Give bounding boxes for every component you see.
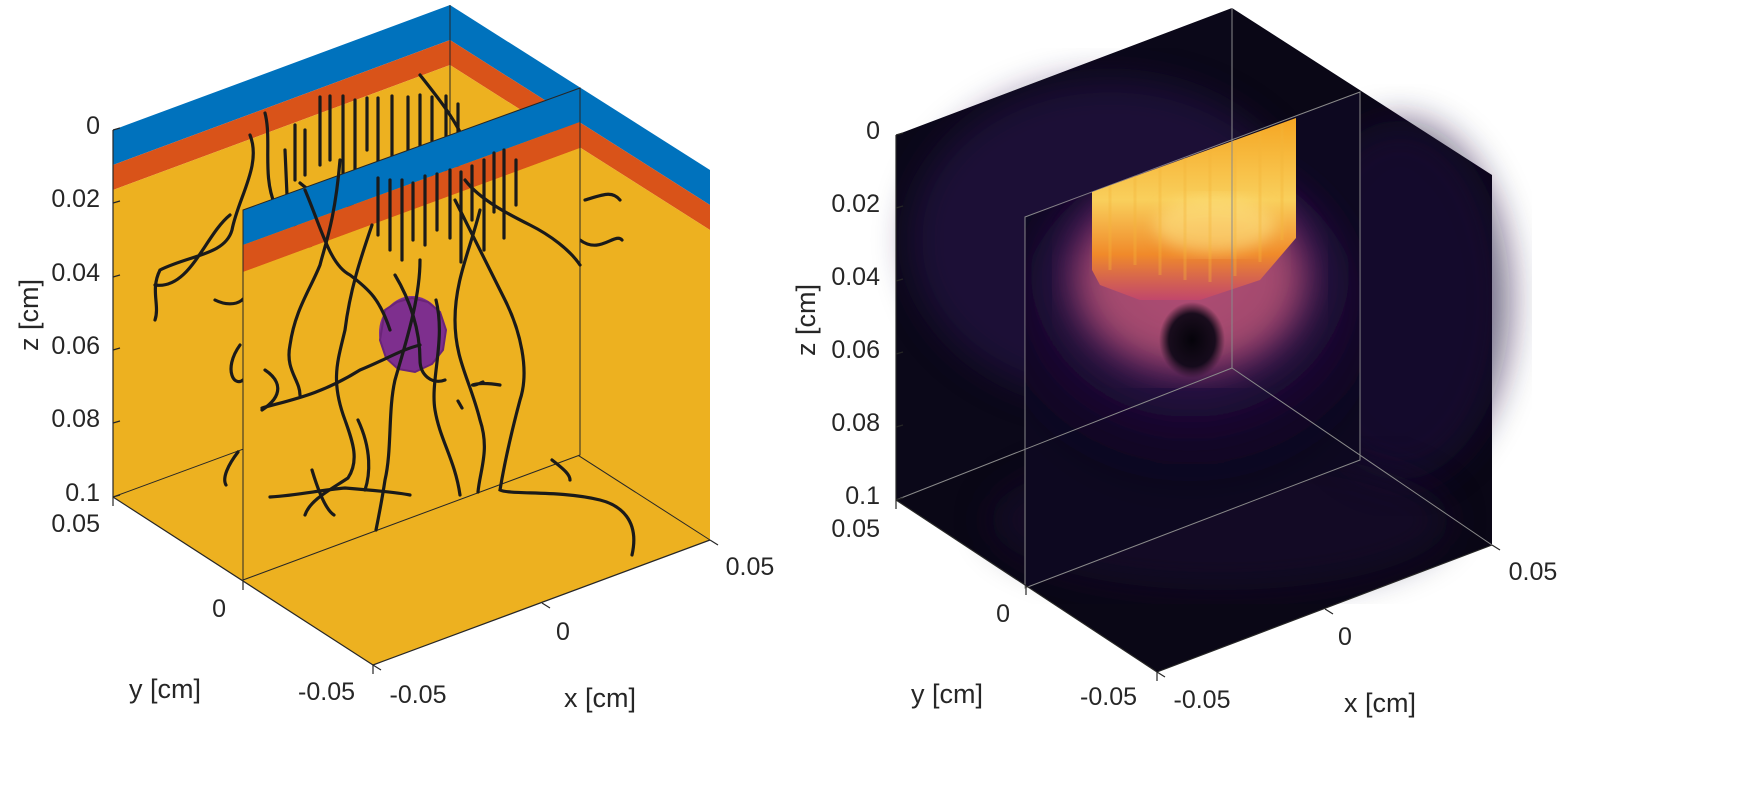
- z-tick-0-right: 0: [866, 117, 880, 145]
- x-tick-1-right: 0: [1338, 623, 1352, 651]
- z-tick-1: 0.02: [51, 185, 100, 213]
- x-axis-label-right: x [cm]: [1344, 688, 1416, 718]
- z-tick-5: 0.1: [65, 479, 100, 507]
- x-axis-label: x [cm]: [564, 683, 636, 713]
- fluence-map: [1025, 118, 1360, 500]
- z-tick-3: 0.06: [51, 332, 100, 360]
- y-axis-label-right: y [cm]: [911, 679, 983, 709]
- z-tick-5-right: 0.1: [845, 482, 880, 510]
- z-tick-2: 0.04: [51, 259, 100, 287]
- z-tick-4: 0.08: [51, 405, 100, 433]
- y-tick-0: 0.05: [51, 510, 100, 538]
- y-tick-2: -0.05: [298, 678, 355, 706]
- y-tick-1: 0: [212, 595, 226, 623]
- z-axis-label-right: z [cm]: [791, 284, 821, 356]
- x-tick-0: -0.05: [390, 681, 447, 709]
- vessel-network-back: [153, 73, 624, 487]
- z-tick-0: 0: [86, 112, 100, 140]
- x-axis-right: [1156, 544, 1501, 678]
- y-tick-1-right: 0: [996, 600, 1010, 628]
- left-3d-axes: 0 0.02 0.04 0.06 0.08 0.1 z [cm] 0.05 0 …: [14, 5, 774, 713]
- x-tick-2-right: 0.05: [1509, 558, 1558, 586]
- x-tick-1: 0: [556, 618, 570, 646]
- inclusion-shadow: [1159, 302, 1225, 378]
- z-tick-1-right: 0.02: [831, 190, 880, 218]
- z-axis-label: z [cm]: [14, 279, 44, 351]
- x-tick-2: 0.05: [726, 553, 775, 581]
- y-axis: [112, 496, 374, 674]
- vessel-network-front: [260, 148, 636, 557]
- x-tick-0-right: -0.05: [1174, 686, 1231, 714]
- z-tick-4-right: 0.08: [831, 409, 880, 437]
- z-axis: [112, 127, 121, 498]
- y-axis-label: y [cm]: [129, 674, 201, 704]
- z-axis-right: [895, 132, 904, 501]
- y-tick-2-right: -0.05: [1080, 683, 1137, 711]
- z-tick-3-right: 0.06: [831, 336, 880, 364]
- y-tick-0-right: 0.05: [831, 515, 880, 543]
- y-axis-right: [895, 499, 1158, 681]
- right-3d-axes: 0 0.02 0.04 0.06 0.08 0.1 z [cm] 0.05 0 …: [791, 8, 1557, 718]
- z-tick-2-right: 0.04: [831, 263, 880, 291]
- x-axis: [372, 539, 719, 671]
